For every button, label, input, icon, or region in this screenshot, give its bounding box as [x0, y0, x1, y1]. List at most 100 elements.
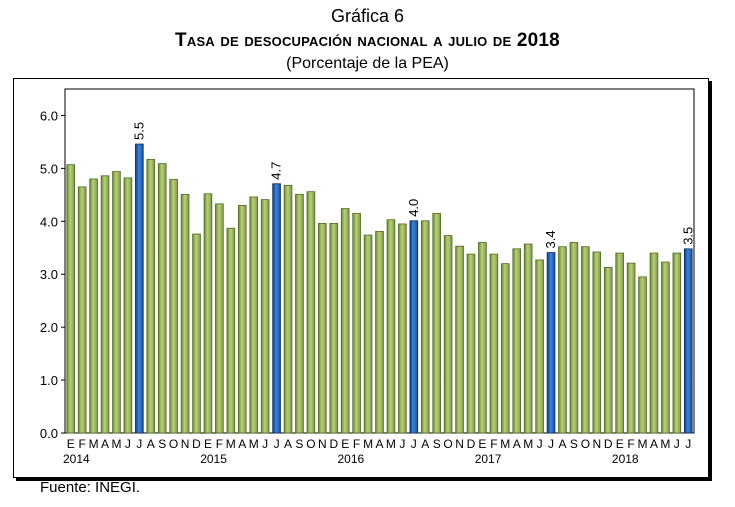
bar: [318, 223, 327, 434]
bar: [203, 193, 213, 434]
bar: [626, 262, 636, 434]
x-tick-label: O: [581, 437, 590, 451]
bar: [146, 158, 156, 434]
x-tick-label: M: [386, 437, 396, 451]
x-tick-label: M: [112, 437, 122, 451]
bar: [523, 243, 533, 434]
x-tick-label: D: [192, 437, 201, 451]
bar: [443, 235, 453, 434]
x-tick-label: N: [455, 437, 464, 451]
x-tick-label: F: [353, 437, 360, 451]
x-tick-label: M: [638, 437, 648, 451]
data-label: 3.5: [680, 227, 695, 245]
x-tick-label: J: [262, 437, 268, 451]
x-tick-label: D: [604, 437, 613, 451]
x-tick-label: F: [627, 437, 634, 451]
y-tick-label: 1.0: [40, 373, 58, 388]
bar: [306, 191, 316, 434]
bar: [592, 251, 602, 434]
x-tick-label: E: [616, 437, 624, 451]
bar: [226, 227, 236, 434]
chart-number: Gráfica 6: [330, 6, 405, 26]
bar: [352, 212, 361, 434]
bar: [420, 220, 430, 434]
year-label: 2017: [475, 452, 502, 466]
x-tick-label: E: [204, 437, 212, 451]
x-tick-label: J: [411, 437, 417, 451]
bar: [169, 179, 178, 434]
bar: [100, 175, 110, 434]
bar: [661, 261, 670, 434]
bar: [363, 234, 373, 434]
x-tick-label: M: [89, 437, 99, 451]
bar: [638, 276, 647, 434]
bar: [249, 196, 258, 434]
x-tick-label: A: [513, 437, 521, 451]
bar: [260, 199, 270, 434]
bar: [180, 193, 190, 434]
x-tick-label: D: [467, 437, 476, 451]
bar: [466, 253, 476, 434]
bar-highlight: [683, 248, 693, 434]
bar: [157, 163, 167, 434]
x-tick-label: J: [685, 437, 691, 451]
bar: [386, 219, 396, 434]
year-label: 2014: [63, 452, 90, 466]
year-label: 2016: [338, 452, 365, 466]
x-tick-label: M: [500, 437, 510, 451]
data-label: 4.7: [269, 162, 284, 180]
y-tick-label: 0.0: [40, 426, 58, 441]
x-tick-label: J: [537, 437, 543, 451]
x-tick-label: M: [523, 437, 533, 451]
bar-highlight: [546, 252, 556, 434]
bar: [558, 246, 567, 434]
data-label: 4.0: [406, 199, 421, 217]
x-tick-label: J: [674, 437, 680, 451]
x-tick-label: M: [249, 437, 259, 451]
x-tick-label: N: [318, 437, 327, 451]
bar: [283, 184, 293, 434]
bar-highlight: [272, 183, 281, 434]
x-tick-label: S: [158, 437, 166, 451]
bar: [581, 246, 590, 434]
x-tick-label: M: [363, 437, 373, 451]
y-tick-label: 2.0: [40, 320, 58, 335]
bar: [123, 177, 133, 434]
bar: [603, 266, 613, 434]
bar-highlight: [135, 143, 144, 434]
x-tick-label: A: [558, 437, 566, 451]
x-tick-label: F: [490, 437, 497, 451]
bar: [66, 164, 76, 434]
bar: [489, 253, 499, 434]
x-tick-label: A: [421, 437, 429, 451]
bar: [340, 208, 350, 434]
year-label: 2018: [612, 452, 639, 466]
x-tick-label: S: [433, 437, 441, 451]
y-tick-label: 4.0: [40, 214, 58, 229]
x-tick-label: A: [238, 437, 246, 451]
x-tick-label: F: [79, 437, 86, 451]
x-tick-label: J: [274, 437, 280, 451]
year-label: 2015: [200, 452, 227, 466]
chart-subtitle: (Porcentaje de la PEA): [286, 55, 449, 72]
bar: [215, 203, 224, 434]
bar: [649, 252, 659, 434]
x-tick-label: E: [341, 437, 349, 451]
x-tick-label: A: [147, 437, 155, 451]
data-label: 3.4: [543, 230, 558, 248]
x-tick-label: M: [660, 437, 670, 451]
x-tick-label: A: [650, 437, 658, 451]
data-label: 5.5: [131, 122, 146, 140]
x-tick-label: E: [67, 437, 75, 451]
x-tick-label: O: [443, 437, 452, 451]
bar: [295, 193, 304, 434]
x-tick-label: E: [478, 437, 486, 451]
bar: [398, 223, 407, 434]
bar: [375, 230, 384, 434]
bar: [535, 259, 544, 434]
bar: [192, 233, 201, 434]
bar: [432, 212, 441, 434]
bar: [77, 186, 87, 434]
bar: [569, 242, 579, 434]
bar: [329, 223, 339, 434]
